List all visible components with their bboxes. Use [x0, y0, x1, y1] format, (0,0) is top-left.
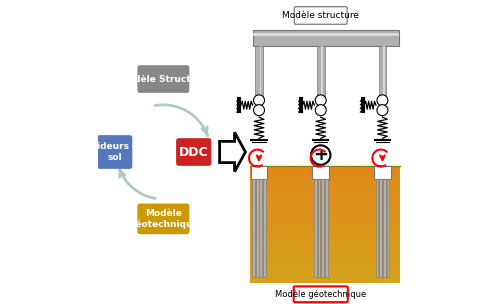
Text: Modèle
Géotechnique: Modèle Géotechnique [128, 209, 198, 229]
Bar [386, 179, 390, 277]
Bar [321, 179, 324, 277]
Bar [250, 263, 400, 267]
Bar [260, 46, 262, 97]
Bar [376, 179, 378, 277]
Bar [250, 254, 400, 258]
Bar [322, 46, 323, 97]
Polygon shape [220, 132, 246, 172]
Bar [250, 226, 400, 230]
Bar [255, 46, 263, 97]
Bar [383, 46, 384, 97]
Text: Raideurs de
sol: Raideurs de sol [84, 142, 145, 162]
Bar [250, 198, 400, 202]
Bar [250, 247, 400, 250]
Circle shape [316, 105, 326, 116]
Bar [250, 186, 400, 190]
Bar [314, 179, 316, 277]
Circle shape [254, 105, 264, 116]
Circle shape [254, 95, 264, 106]
Bar [312, 166, 329, 179]
Bar [252, 179, 255, 277]
Bar [250, 202, 400, 206]
FancyBboxPatch shape [97, 135, 132, 169]
Text: Modèle géotechnique: Modèle géotechnique [275, 289, 366, 299]
Bar [379, 179, 382, 277]
Text: +: + [313, 146, 328, 164]
Bar [318, 179, 320, 277]
Bar [250, 267, 400, 271]
Bar [250, 222, 400, 226]
Bar [325, 179, 328, 277]
Bar [374, 166, 391, 179]
Text: Modèle structure: Modèle structure [282, 11, 359, 20]
Bar [250, 258, 400, 263]
Bar [260, 179, 262, 277]
Bar [253, 30, 399, 46]
Bar [250, 279, 400, 283]
Bar [263, 179, 266, 277]
FancyBboxPatch shape [138, 204, 190, 234]
Bar [250, 234, 400, 238]
Bar [250, 230, 400, 234]
Bar [383, 179, 386, 277]
Circle shape [316, 95, 326, 106]
Bar [250, 178, 400, 182]
FancyBboxPatch shape [138, 65, 190, 93]
Bar [250, 174, 400, 178]
Bar [250, 206, 400, 210]
Circle shape [311, 145, 330, 165]
Bar [378, 46, 386, 97]
Bar [250, 166, 268, 179]
Bar [250, 166, 400, 170]
Bar [250, 194, 400, 198]
Bar [253, 33, 399, 36]
Bar [250, 218, 400, 222]
Bar [250, 190, 400, 194]
Bar [250, 238, 400, 242]
Text: Modèle Structure: Modèle Structure [119, 74, 208, 84]
Circle shape [377, 105, 388, 116]
Bar [250, 242, 400, 247]
Bar [250, 250, 400, 254]
Text: DDC: DDC [179, 146, 208, 158]
Bar [256, 179, 258, 277]
FancyBboxPatch shape [176, 138, 212, 166]
Bar [250, 170, 400, 174]
Bar [250, 275, 400, 279]
FancyBboxPatch shape [294, 7, 347, 24]
FancyBboxPatch shape [294, 286, 348, 302]
Bar [250, 182, 400, 186]
Bar [250, 271, 400, 275]
Circle shape [377, 95, 388, 106]
Bar [250, 214, 400, 218]
Bar [250, 210, 400, 214]
Bar [317, 46, 324, 97]
